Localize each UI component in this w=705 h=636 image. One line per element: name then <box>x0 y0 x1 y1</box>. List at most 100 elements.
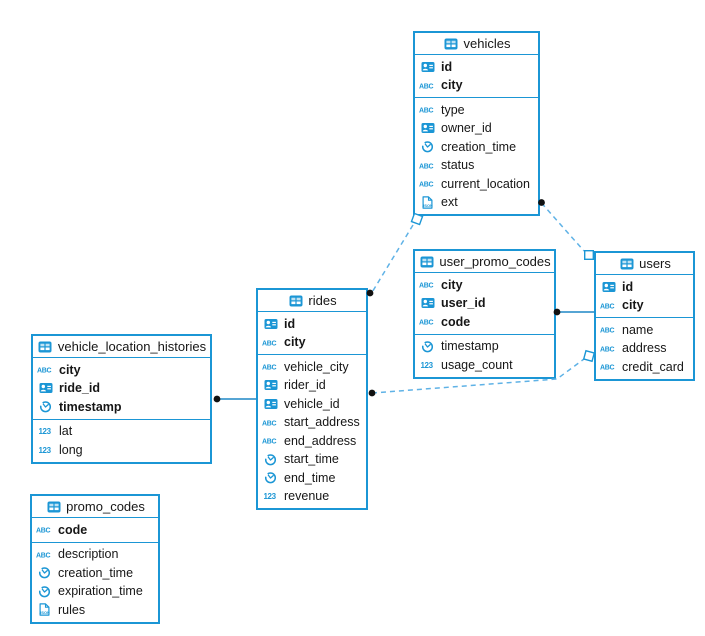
columns-section: ABC name ABC address ABC credit_card <box>596 318 693 379</box>
table-header[interactable]: rides <box>258 290 366 312</box>
time-icon <box>36 585 53 598</box>
relationship-endpoint-circle <box>213 395 221 403</box>
column-name: lat <box>59 424 73 438</box>
table-title: rides <box>308 293 337 308</box>
column-row: ABC description <box>32 545 158 564</box>
table-icon <box>618 258 635 270</box>
svg-text:ABC: ABC <box>600 328 615 334</box>
id-card-icon <box>262 398 279 410</box>
columns-section: 123 lat 123 long <box>33 420 210 462</box>
svg-text:ABC: ABC <box>600 303 615 309</box>
svg-text:123: 123 <box>420 361 433 370</box>
column-row: id <box>596 278 693 297</box>
table-header[interactable]: vehicle_location_histories <box>33 336 210 358</box>
column-name: vehicle_city <box>284 359 349 374</box>
column-row: end_time <box>258 469 366 488</box>
table-users[interactable]: users id ABC city ABC name ABC address ABC credit… <box>594 251 695 381</box>
table-header[interactable]: vehicles <box>415 33 538 55</box>
time-icon <box>262 471 279 484</box>
text-icon: ABC <box>36 525 53 534</box>
column-row: 123 lat <box>33 422 210 441</box>
column-name: id <box>441 59 453 74</box>
num-icon: 123 <box>419 360 436 370</box>
table-promo_codes[interactable]: promo_codes ABC code ABC description creation… <box>30 494 160 624</box>
text-icon: ABC <box>419 179 436 188</box>
svg-text:ABC: ABC <box>419 108 434 114</box>
svg-text:ABC: ABC <box>36 552 51 558</box>
column-name: vehicle_id <box>284 396 340 411</box>
time-icon <box>37 400 54 413</box>
column-row: ABC name <box>596 321 693 340</box>
id-card-icon <box>419 297 436 309</box>
relationship-line-rides-vehicles <box>370 224 414 295</box>
table-title: vehicles <box>463 36 511 51</box>
text-icon: ABC <box>600 325 617 334</box>
column-row: ABC type <box>415 101 538 120</box>
svg-text:ABC: ABC <box>600 365 615 371</box>
svg-text:ABC: ABC <box>600 346 615 352</box>
svg-text:ABC: ABC <box>37 368 52 374</box>
column-name: status <box>441 158 475 172</box>
svg-text:ABC: ABC <box>36 528 51 534</box>
primary-key-section: ABC city ride_id timestamp <box>33 358 210 420</box>
table-icon <box>37 341 54 353</box>
table-header[interactable]: users <box>596 253 693 275</box>
text-icon: ABC <box>419 280 436 289</box>
svg-text:ABC: ABC <box>419 283 434 289</box>
column-row: ABC city <box>415 276 554 295</box>
column-name: current_location <box>441 176 530 191</box>
text-icon: ABC <box>37 365 54 374</box>
column-row: JSON ext <box>415 193 538 212</box>
column-name: ext <box>441 195 458 209</box>
primary-key-section: ABC code <box>32 518 158 543</box>
table-user_promo_codes[interactable]: user_promo_codes ABC city user_id ABC code tim… <box>413 249 556 379</box>
column-row: ABC code <box>32 521 158 540</box>
table-icon <box>45 501 62 513</box>
text-icon: ABC <box>419 105 436 114</box>
column-name: long <box>59 442 83 457</box>
table-title: promo_codes <box>66 499 145 514</box>
column-row: 123 usage_count <box>415 356 554 375</box>
column-name: rider_id <box>284 378 326 392</box>
column-row: start_time <box>258 450 366 469</box>
column-row: creation_time <box>415 138 538 157</box>
relationship-endpoint-square <box>584 249 595 260</box>
table-header[interactable]: promo_codes <box>32 496 158 518</box>
primary-key-section: id ABC city <box>596 275 693 318</box>
id-card-icon <box>262 318 279 330</box>
column-name: usage_count <box>441 357 513 372</box>
columns-section: ABC vehicle_city rider_id vehicle_id ABC star… <box>258 355 366 508</box>
column-row: ABC code <box>415 313 554 332</box>
svg-text:ABC: ABC <box>262 365 277 371</box>
table-vehicle_location_histories[interactable]: vehicle_location_histories ABC city ride_id… <box>31 334 212 464</box>
column-name: city <box>622 298 644 312</box>
svg-text:JSON: JSON <box>39 610 50 615</box>
column-row: expiration_time <box>32 582 158 601</box>
time-icon <box>262 453 279 466</box>
column-name: start_address <box>284 415 360 429</box>
column-name: owner_id <box>441 121 492 135</box>
text-icon: ABC <box>419 317 436 326</box>
table-rides[interactable]: rides id ABC city ABC vehicle_city rider_id veh… <box>256 288 368 510</box>
column-name: end_address <box>284 433 357 448</box>
column-row: ABC vehicle_city <box>258 358 366 377</box>
table-title: vehicle_location_histories <box>57 339 207 354</box>
table-vehicles[interactable]: vehicles id ABC city ABC type owner_id creation… <box>413 31 540 216</box>
id-card-icon <box>419 61 436 73</box>
column-name: code <box>58 522 88 537</box>
relationship-endpoint-square <box>582 349 596 363</box>
column-name: creation_time <box>58 565 134 580</box>
time-icon <box>36 566 53 579</box>
primary-key-section: ABC city user_id ABC code <box>415 273 554 335</box>
primary-key-section: id ABC city <box>258 312 366 355</box>
column-row: owner_id <box>415 119 538 138</box>
svg-text:JSON: JSON <box>422 203 433 208</box>
column-row: id <box>258 315 366 334</box>
table-header[interactable]: user_promo_codes <box>415 251 554 273</box>
column-name: type <box>441 102 465 117</box>
column-row: ABC city <box>415 76 538 95</box>
text-icon: ABC <box>262 362 279 371</box>
id-card-icon <box>419 122 436 134</box>
text-icon: ABC <box>36 550 53 558</box>
